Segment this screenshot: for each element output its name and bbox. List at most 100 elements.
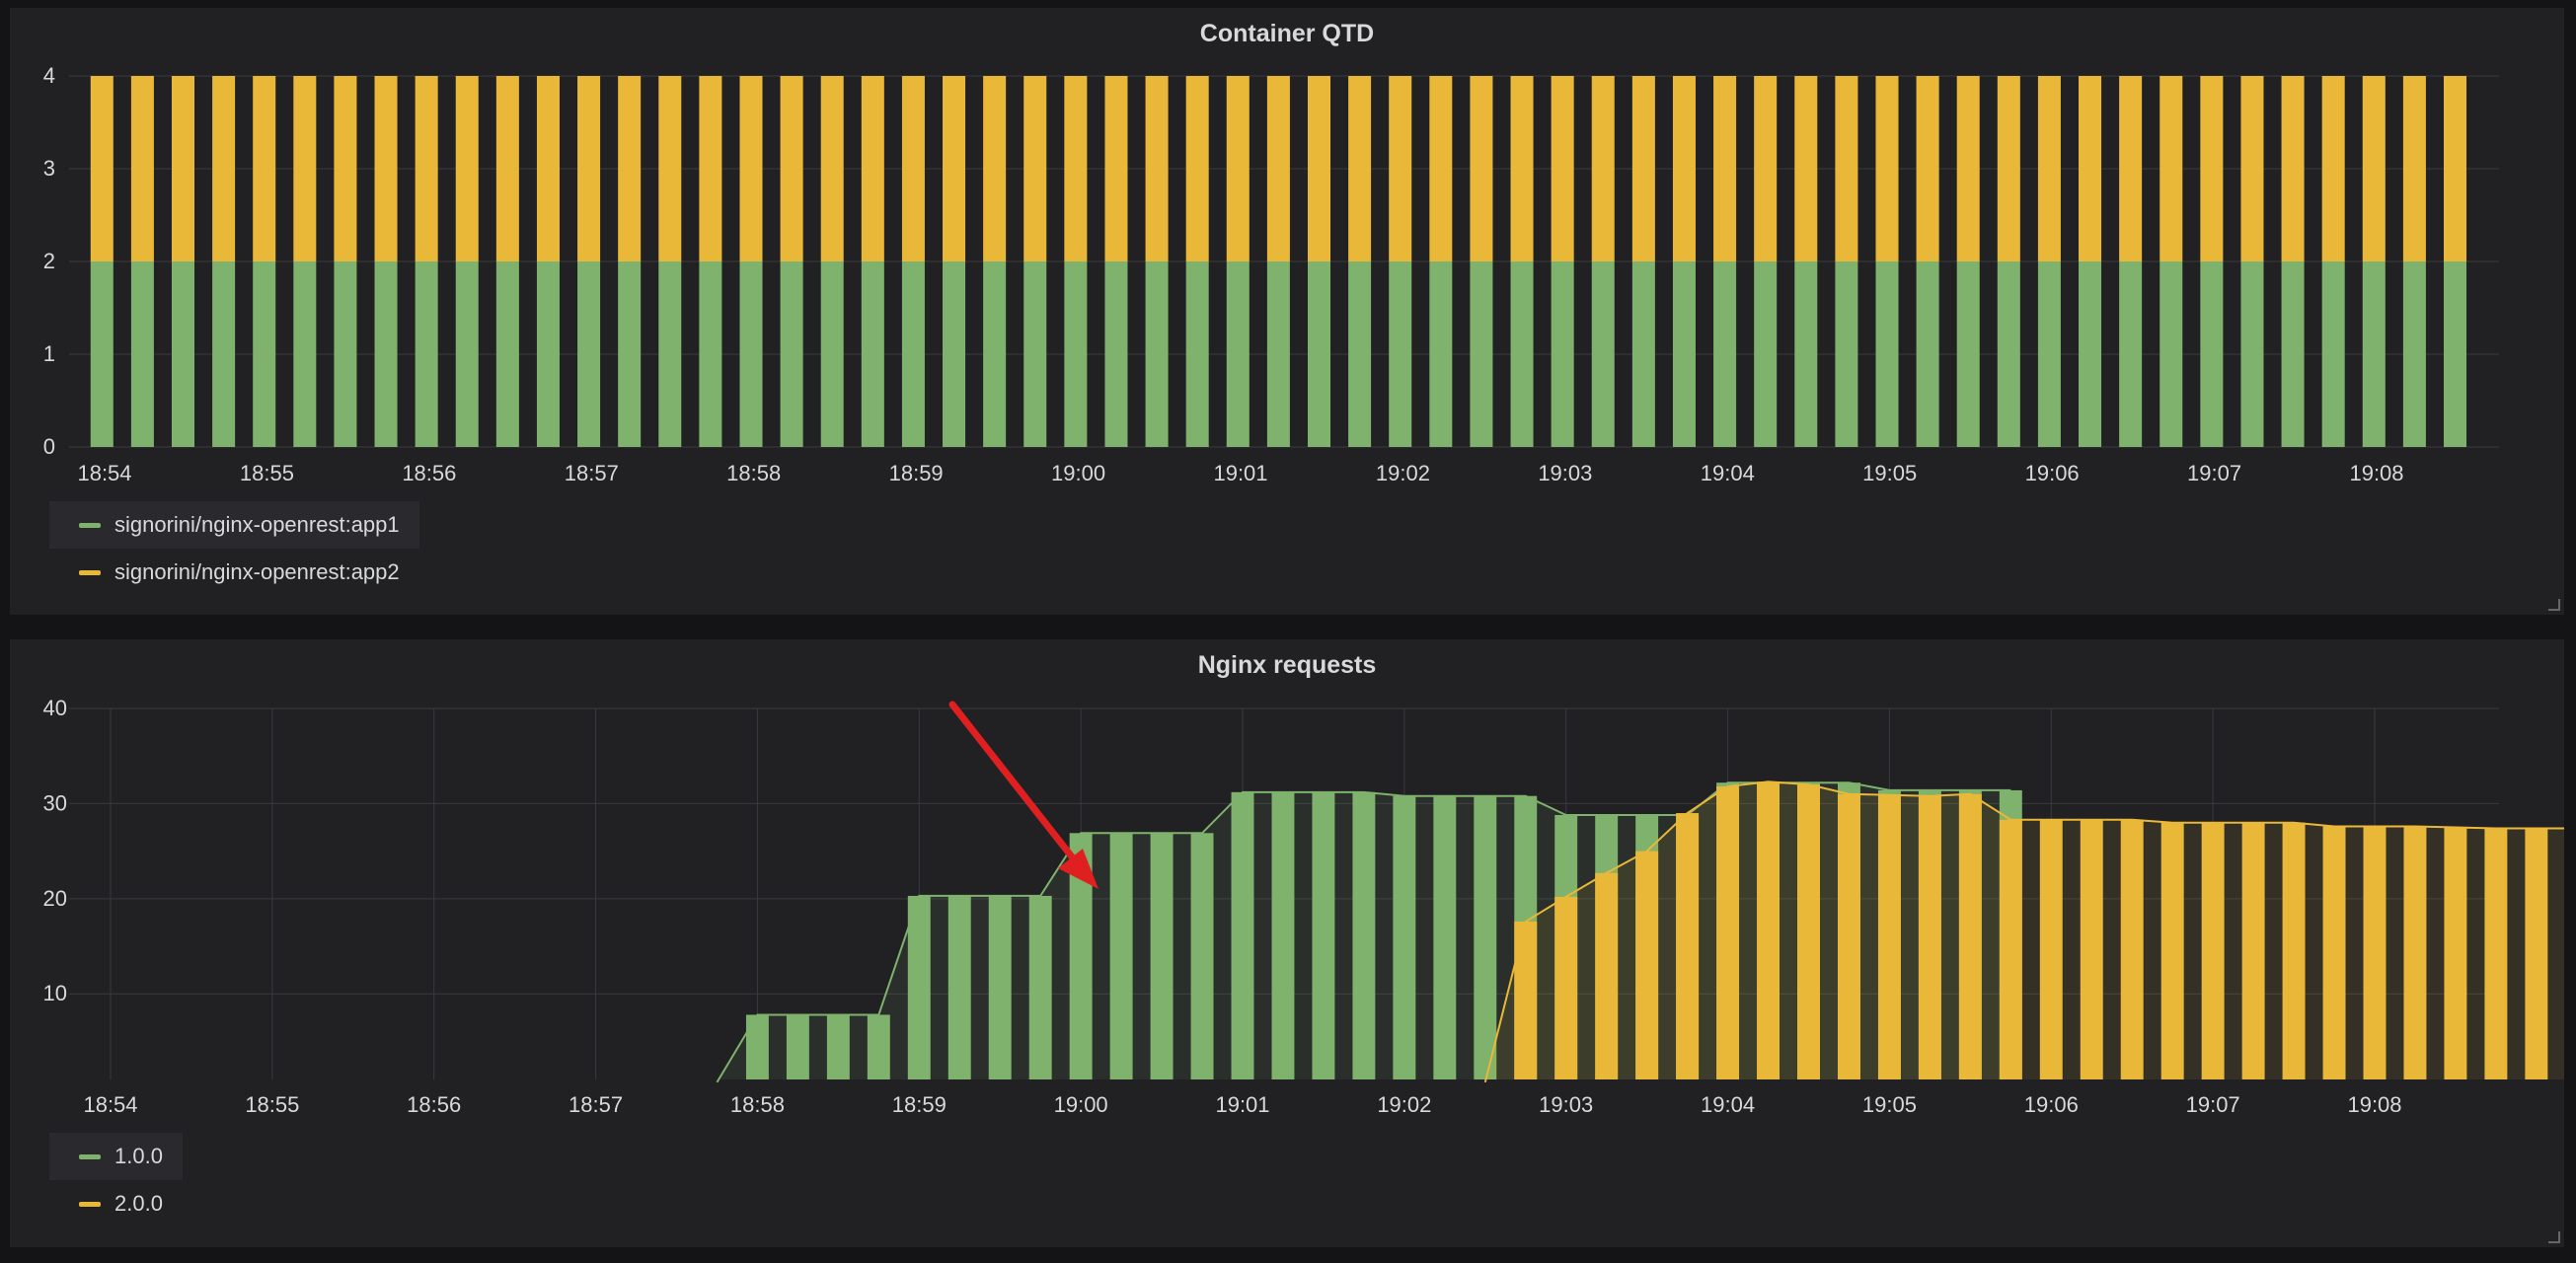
bar (943, 261, 966, 447)
bar (1226, 261, 1250, 447)
bar (2119, 261, 2143, 447)
bar (1794, 76, 1818, 261)
bar (1631, 76, 1655, 261)
x-tick-label: 19:04 (1701, 461, 1755, 485)
bar (901, 76, 925, 261)
legend-label: 2.0.0 (114, 1191, 163, 1216)
bar (861, 261, 884, 447)
bar (1794, 261, 1818, 447)
bar (536, 76, 560, 261)
bar (1064, 261, 1088, 447)
x-tick-label: 18:59 (892, 1092, 947, 1117)
bar (415, 76, 438, 261)
panel-title[interactable]: Container QTD (1199, 20, 1375, 47)
y-tick-label: 0 (43, 434, 55, 459)
bar (334, 76, 357, 261)
bar (1266, 261, 1290, 447)
x-tick-label: 19:00 (1054, 1092, 1108, 1117)
bar (745, 1014, 769, 1079)
bar (983, 261, 1007, 447)
bar (253, 261, 276, 447)
bar (1389, 261, 1412, 447)
bar (739, 76, 763, 261)
bar (171, 76, 195, 261)
bar (455, 261, 479, 447)
bar (699, 261, 722, 447)
legend-item-v2[interactable]: 2.0.0 (49, 1180, 183, 1227)
bar (1348, 261, 1372, 447)
bar (786, 1014, 809, 1079)
bar (820, 261, 844, 447)
bar (2484, 828, 2508, 1079)
bar (455, 76, 479, 261)
bar (1271, 791, 1295, 1079)
bar (820, 76, 844, 261)
legend-item-v1[interactable]: 1.0.0 (49, 1133, 183, 1180)
x-tick-label: 18:56 (407, 1092, 461, 1117)
y-tick-label: 4 (43, 63, 55, 88)
bar (415, 261, 438, 447)
bar (2281, 261, 2305, 447)
bar (1231, 791, 1254, 1079)
x-tick-label: 19:05 (1862, 1092, 1917, 1117)
bar (495, 76, 519, 261)
y-tick-label: 30 (43, 790, 67, 815)
bar (1997, 261, 2020, 447)
panel-title[interactable]: Nginx requests (1197, 651, 1377, 679)
bar (1514, 921, 1538, 1079)
bar (2403, 826, 2427, 1079)
x-tick-label: 18:58 (730, 1092, 785, 1117)
bar (1835, 76, 1858, 261)
resize-handle[interactable] (2548, 1231, 2560, 1243)
bar (1064, 76, 1088, 261)
bar (1510, 261, 1534, 447)
bar (1266, 76, 1290, 261)
bar (1145, 261, 1169, 447)
bar (1956, 76, 1980, 261)
bar (658, 76, 682, 261)
bar (1672, 76, 1696, 261)
bar (1797, 784, 1820, 1079)
bar (2240, 76, 2264, 261)
bar (1185, 76, 1209, 261)
bar (2525, 828, 2548, 1079)
legend-item-app2[interactable]: signorini/nginx-openrest:app2 (49, 549, 419, 596)
bar (2159, 261, 2183, 447)
bar (2282, 822, 2306, 1079)
annotation-arrow-shaft (948, 701, 1082, 868)
x-tick-label: 18:59 (889, 461, 944, 485)
x-tick-label: 18:55 (240, 461, 294, 485)
bar (2120, 819, 2144, 1079)
bar (1150, 833, 1174, 1079)
bar (90, 261, 114, 447)
legend-item-app1[interactable]: signorini/nginx-openrest:app1 (49, 501, 419, 549)
bar (2402, 76, 2426, 261)
x-tick-label: 18:56 (402, 461, 456, 485)
x-tick-label: 18:57 (565, 461, 619, 485)
bar (334, 261, 357, 447)
x-tick-label: 19:01 (1213, 461, 1267, 485)
bar (861, 76, 884, 261)
bar (780, 76, 803, 261)
bar (1104, 76, 1128, 261)
bar (1069, 833, 1093, 1079)
y-tick-label: 10 (43, 981, 67, 1005)
bar (1754, 76, 1778, 261)
bar (2037, 76, 2061, 261)
resize-handle[interactable] (2548, 599, 2560, 611)
bar (2363, 826, 2387, 1079)
bar (947, 895, 971, 1079)
bar (1104, 261, 1128, 447)
bar (2200, 76, 2224, 261)
bar (1474, 795, 1497, 1079)
bar (1713, 76, 1737, 261)
panel-nginx-requests: Nginx requests 10 20 30 40 18:54 18:55 18:56 18… (10, 639, 2564, 1247)
bar (2240, 261, 2264, 447)
bar (2119, 76, 2143, 261)
bar (293, 261, 317, 447)
legend: 1.0.0 2.0.0 (49, 1133, 183, 1227)
bar (1190, 833, 1214, 1079)
bar (2321, 76, 2345, 261)
bar (90, 76, 114, 261)
bar (2080, 819, 2103, 1079)
